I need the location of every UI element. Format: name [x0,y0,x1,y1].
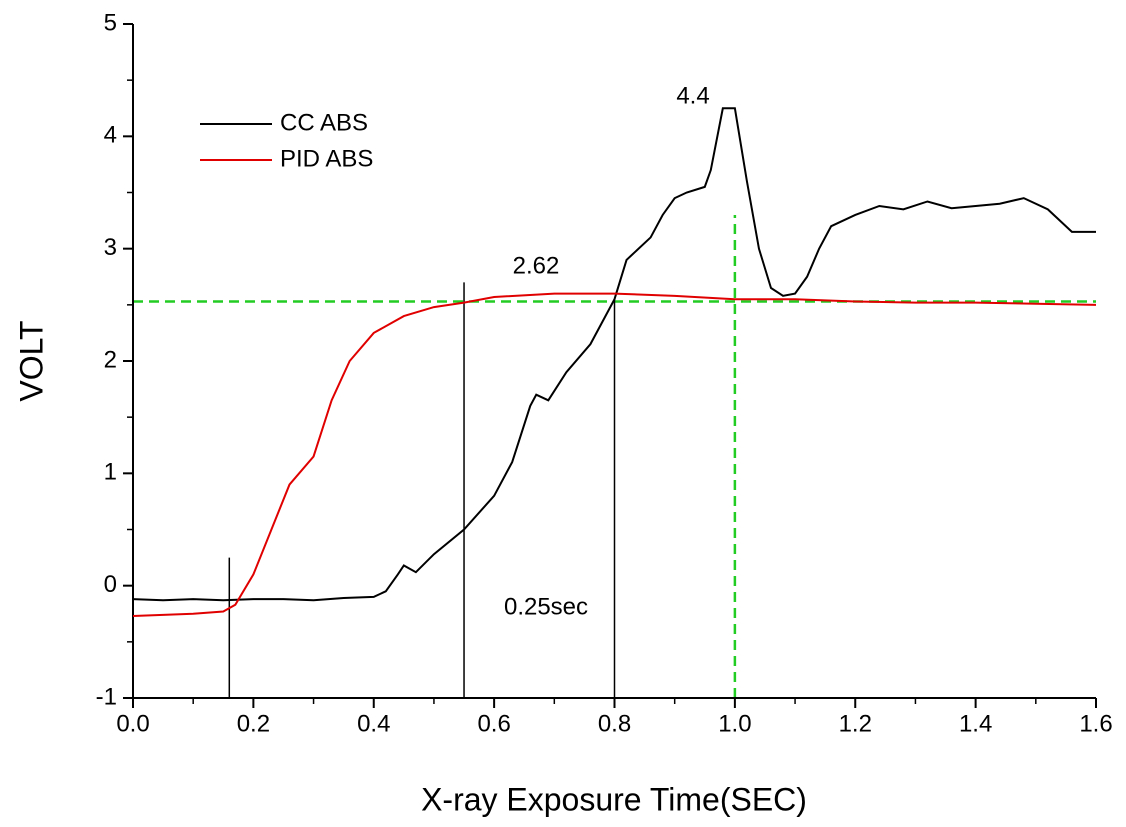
x-tick-label: 0.6 [477,710,510,737]
legend-label: PID ABS [280,145,373,172]
x-tick-label: 1.4 [959,710,992,737]
y-tick-label: -1 [96,683,117,710]
y-tick-label: 2 [104,346,117,373]
legend-label: CC ABS [280,109,368,136]
y-axis-label: VOLT [13,320,49,401]
x-tick-label: 1.6 [1079,710,1112,737]
y-tick-label: 1 [104,459,117,486]
x-tick-label: 0.4 [357,710,390,737]
series-line [132,107,1096,602]
annotation: 0.25sec [504,593,588,620]
x-tick-label: 0.2 [237,710,270,737]
x-axis-label: X-ray Exposure Time(SEC) [421,781,807,817]
x-tick-label: 0.8 [598,710,631,737]
y-tick-label: 3 [104,234,117,261]
x-tick-label: 1.0 [718,710,751,737]
series-line [132,292,1097,617]
y-tick-label: 5 [104,9,117,36]
x-tick-label: 0.0 [116,710,149,737]
annotation: 2.62 [513,252,560,279]
y-tick-label: 0 [104,571,117,598]
annotation: 4.4 [676,82,709,109]
y-tick-label: 4 [104,122,117,149]
x-tick-label: 1.2 [839,710,872,737]
